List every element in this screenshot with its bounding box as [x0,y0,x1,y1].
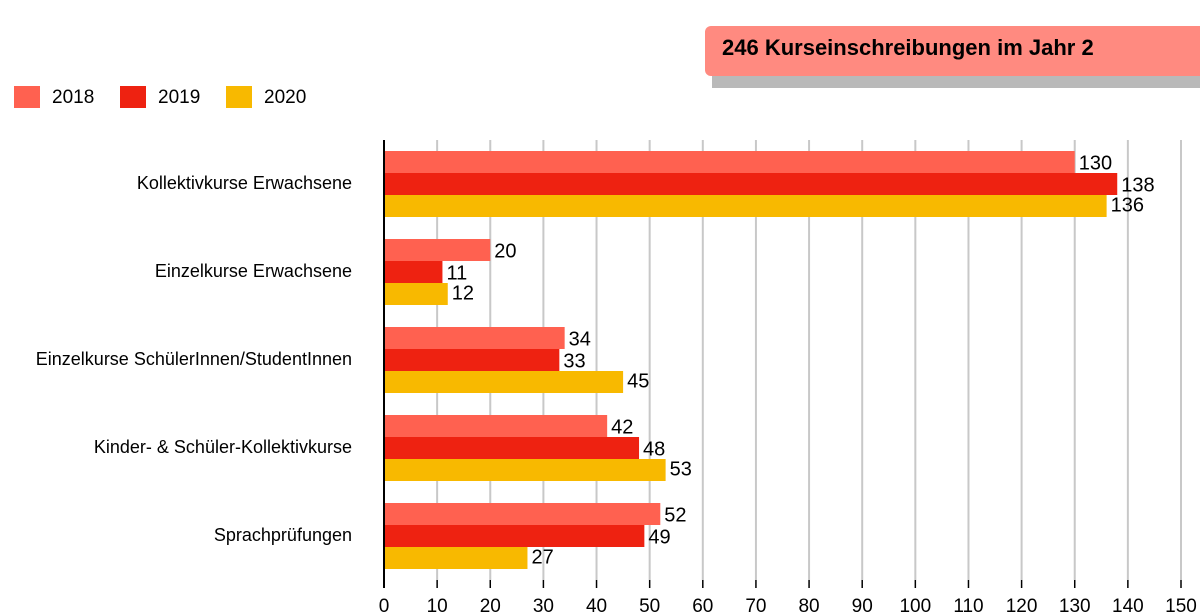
data-label: 11 [446,262,467,284]
bar [384,173,1118,195]
legend-label: 2018 [52,87,94,108]
x-tick-label: 10 [427,596,448,616]
y-tick-label: Kollektivkurse Erwachsene [137,173,352,193]
data-label: 136 [1111,194,1144,216]
data-label: 34 [569,328,591,350]
data-label: 42 [611,416,633,438]
x-tick-label: 150 [1165,596,1197,616]
data-label: 49 [648,526,670,548]
bar [384,415,608,437]
bar [384,327,565,349]
x-tick-label: 120 [1006,596,1038,616]
bar [384,437,640,459]
data-label: 53 [670,458,692,480]
x-tick-label: 60 [692,596,713,616]
x-tick-label: 0 [379,596,390,616]
y-tick-label: Kinder- & Schüler-Kollektivkurse [94,437,352,457]
data-label: 45 [627,370,649,392]
x-tick-label: 50 [639,596,660,616]
x-tick-label: 20 [480,596,501,616]
y-tick-label: Sprachprüfungen [214,525,352,545]
legend-label: 2020 [264,87,306,108]
legend-swatch [120,86,146,108]
legend-swatch [14,86,40,108]
bar [384,261,443,283]
banner [705,26,1200,76]
bar [384,547,528,569]
x-tick-label: 70 [745,596,766,616]
data-label: 12 [452,282,474,304]
bar [384,349,560,371]
x-tick-label: 40 [586,596,607,616]
data-label: 52 [664,504,686,526]
y-tick-label: Einzelkurse SchülerInnen/StudentInnen [36,349,352,369]
data-label: 138 [1121,174,1154,196]
bar [384,151,1075,173]
bar [384,525,645,547]
x-tick-label: 140 [1112,596,1144,616]
data-label: 27 [531,546,553,568]
x-tick-label: 100 [899,596,931,616]
bar [384,503,661,525]
bar [384,283,448,305]
bar [384,195,1107,217]
data-label: 48 [643,438,665,460]
x-tick-label: 90 [852,596,873,616]
y-tick-label: Einzelkurse Erwachsene [155,261,352,281]
x-tick-label: 130 [1059,596,1091,616]
bar [384,239,491,261]
chart-title: 246 Kurseinschreibungen im Jahr 2 [722,35,1094,60]
data-label: 130 [1079,152,1112,174]
x-tick-label: 110 [953,596,983,616]
data-label: 33 [563,350,585,372]
x-tick-label: 80 [798,596,819,616]
bar [384,371,624,393]
legend-swatch [226,86,252,108]
data-label: 20 [494,240,516,262]
x-tick-label: 30 [533,596,554,616]
bar [384,459,666,481]
legend-label: 2019 [158,87,200,108]
